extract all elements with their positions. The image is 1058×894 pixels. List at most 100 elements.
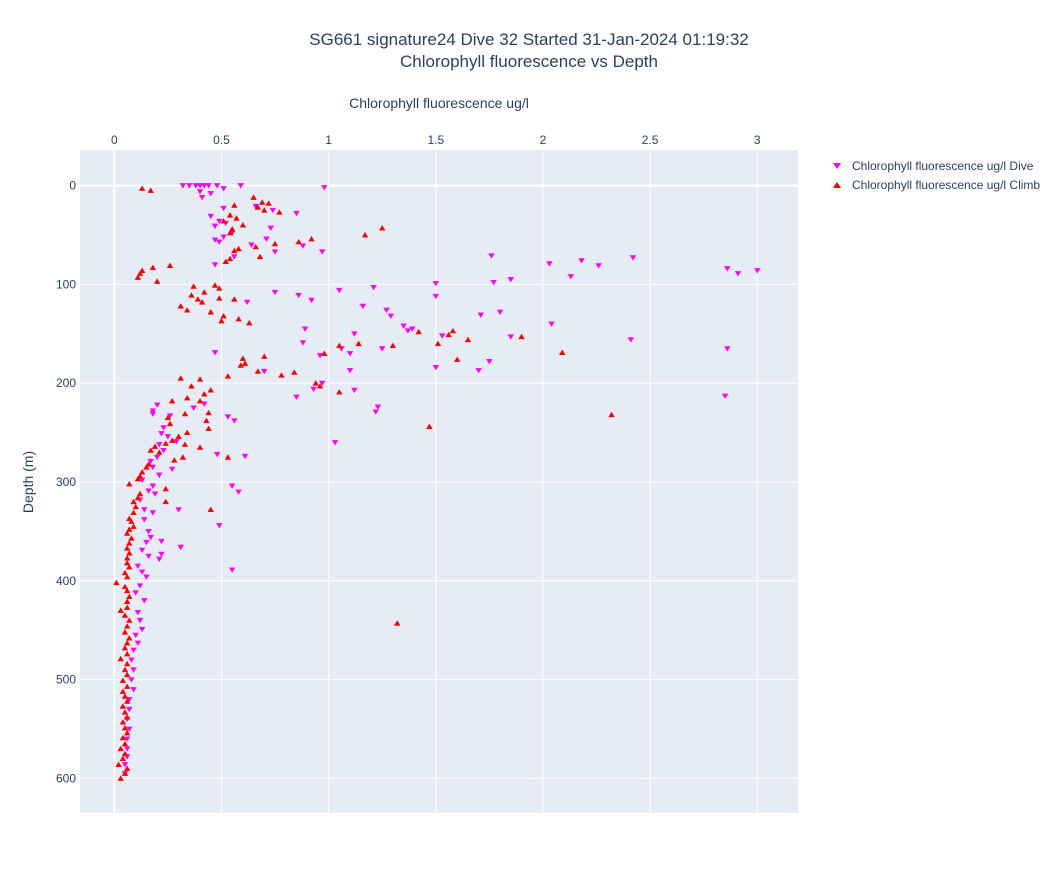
y-tick-label: 400: [56, 574, 76, 588]
climb-point: [177, 375, 184, 381]
climb-point: [123, 573, 131, 580]
dive-point: [293, 394, 300, 401]
climb-point: [138, 469, 146, 475]
dive-point: [186, 183, 193, 189]
dive-point: [156, 556, 163, 563]
climb-point: [117, 745, 124, 752]
dive-point: [548, 321, 555, 327]
dive-point: [336, 287, 343, 294]
climb-point: [164, 414, 172, 421]
legend-item-climb[interactable]: Chlorophyll fluorescence ug/l Climb: [822, 175, 1040, 194]
dive-point: [301, 326, 309, 332]
climb-point: [254, 368, 262, 374]
dive-point: [160, 425, 167, 431]
dive-point: [132, 632, 139, 639]
climb-point: [123, 545, 131, 551]
climb-point: [121, 644, 129, 651]
climb-point: [162, 498, 169, 505]
dive-point: [318, 380, 326, 387]
climb-point: [143, 464, 150, 470]
dive-point: [141, 517, 148, 523]
x-tick-label: 2.5: [642, 133, 659, 147]
climb-point: [201, 289, 208, 295]
climb-point: [123, 560, 131, 566]
climb-point: [181, 441, 189, 447]
dive-point: [216, 523, 223, 529]
dive-point: [372, 409, 379, 415]
dive-point: [379, 346, 386, 352]
climb-point: [207, 309, 214, 315]
dive-point: [295, 292, 302, 299]
dive-point: [724, 266, 731, 272]
dive-point: [627, 337, 635, 343]
climb-point: [316, 383, 324, 389]
climb-point: [207, 387, 214, 393]
climb-point: [123, 650, 131, 657]
dive-point: [158, 538, 165, 545]
climb-point: [201, 391, 208, 397]
climb-point: [134, 274, 142, 280]
dive-point: [166, 413, 174, 419]
climb-point: [177, 303, 184, 309]
climb-point: [121, 666, 129, 673]
climb-point: [389, 342, 397, 349]
climb-point: [119, 688, 127, 694]
dive-point: [151, 491, 159, 497]
climb-point: [117, 655, 124, 662]
climb-point: [434, 340, 442, 347]
dive-point: [216, 239, 223, 245]
dive-point: [439, 333, 446, 339]
dive-point: [263, 236, 270, 242]
dive-point: [370, 284, 377, 291]
legend-item-dive[interactable]: Chlorophyll fluorescence ug/l Dive: [822, 156, 1040, 175]
climb-point: [258, 199, 266, 205]
climb-point: [183, 395, 191, 401]
dive-point: [567, 274, 575, 280]
dive-point: [156, 472, 163, 479]
climb-point: [123, 660, 131, 667]
x-tick-labels: 0 0.5 1 1.5 2 2.5 3: [111, 133, 761, 147]
dive-point: [351, 331, 358, 337]
dive-point: [138, 569, 146, 575]
climb-point: [226, 229, 234, 236]
data-points: [113, 183, 761, 781]
climb-point: [188, 292, 195, 298]
dive-point: [318, 249, 326, 255]
dive-point: [321, 185, 328, 191]
climb-point: [239, 222, 247, 228]
dive-point: [130, 687, 137, 693]
dive-point: [475, 367, 482, 374]
dive-point: [198, 195, 206, 201]
dive-point: [123, 746, 131, 752]
climb-point: [130, 498, 137, 505]
climb-point: [216, 285, 223, 291]
climb-point: [126, 550, 133, 556]
dive-point: [211, 223, 219, 230]
climb-point: [183, 429, 191, 435]
dive-point: [153, 454, 161, 461]
climb-point: [211, 282, 219, 288]
dive-point: [271, 249, 279, 255]
dive-point: [153, 402, 161, 408]
climb-point: [121, 725, 129, 731]
climb-point: [126, 563, 133, 570]
climb-point: [181, 410, 189, 417]
climb-point: [117, 775, 124, 781]
legend[interactable]: Chlorophyll fluorescence ug/l Dive Chlor…: [822, 156, 1040, 194]
climb-point: [271, 240, 279, 247]
climb-point: [119, 734, 127, 741]
dive-point: [164, 434, 172, 440]
climb-point: [239, 355, 247, 361]
climb-point: [119, 755, 127, 762]
climb-point: [454, 356, 461, 362]
y-tick-label: 0: [69, 179, 76, 193]
climb-point: [121, 750, 129, 757]
climb-point: [121, 583, 129, 590]
climb-point: [123, 623, 131, 629]
climb-point: [218, 317, 225, 324]
dive-point: [196, 183, 204, 189]
climb-point: [355, 340, 362, 347]
dive-point: [211, 350, 219, 356]
climb-point: [205, 409, 212, 416]
